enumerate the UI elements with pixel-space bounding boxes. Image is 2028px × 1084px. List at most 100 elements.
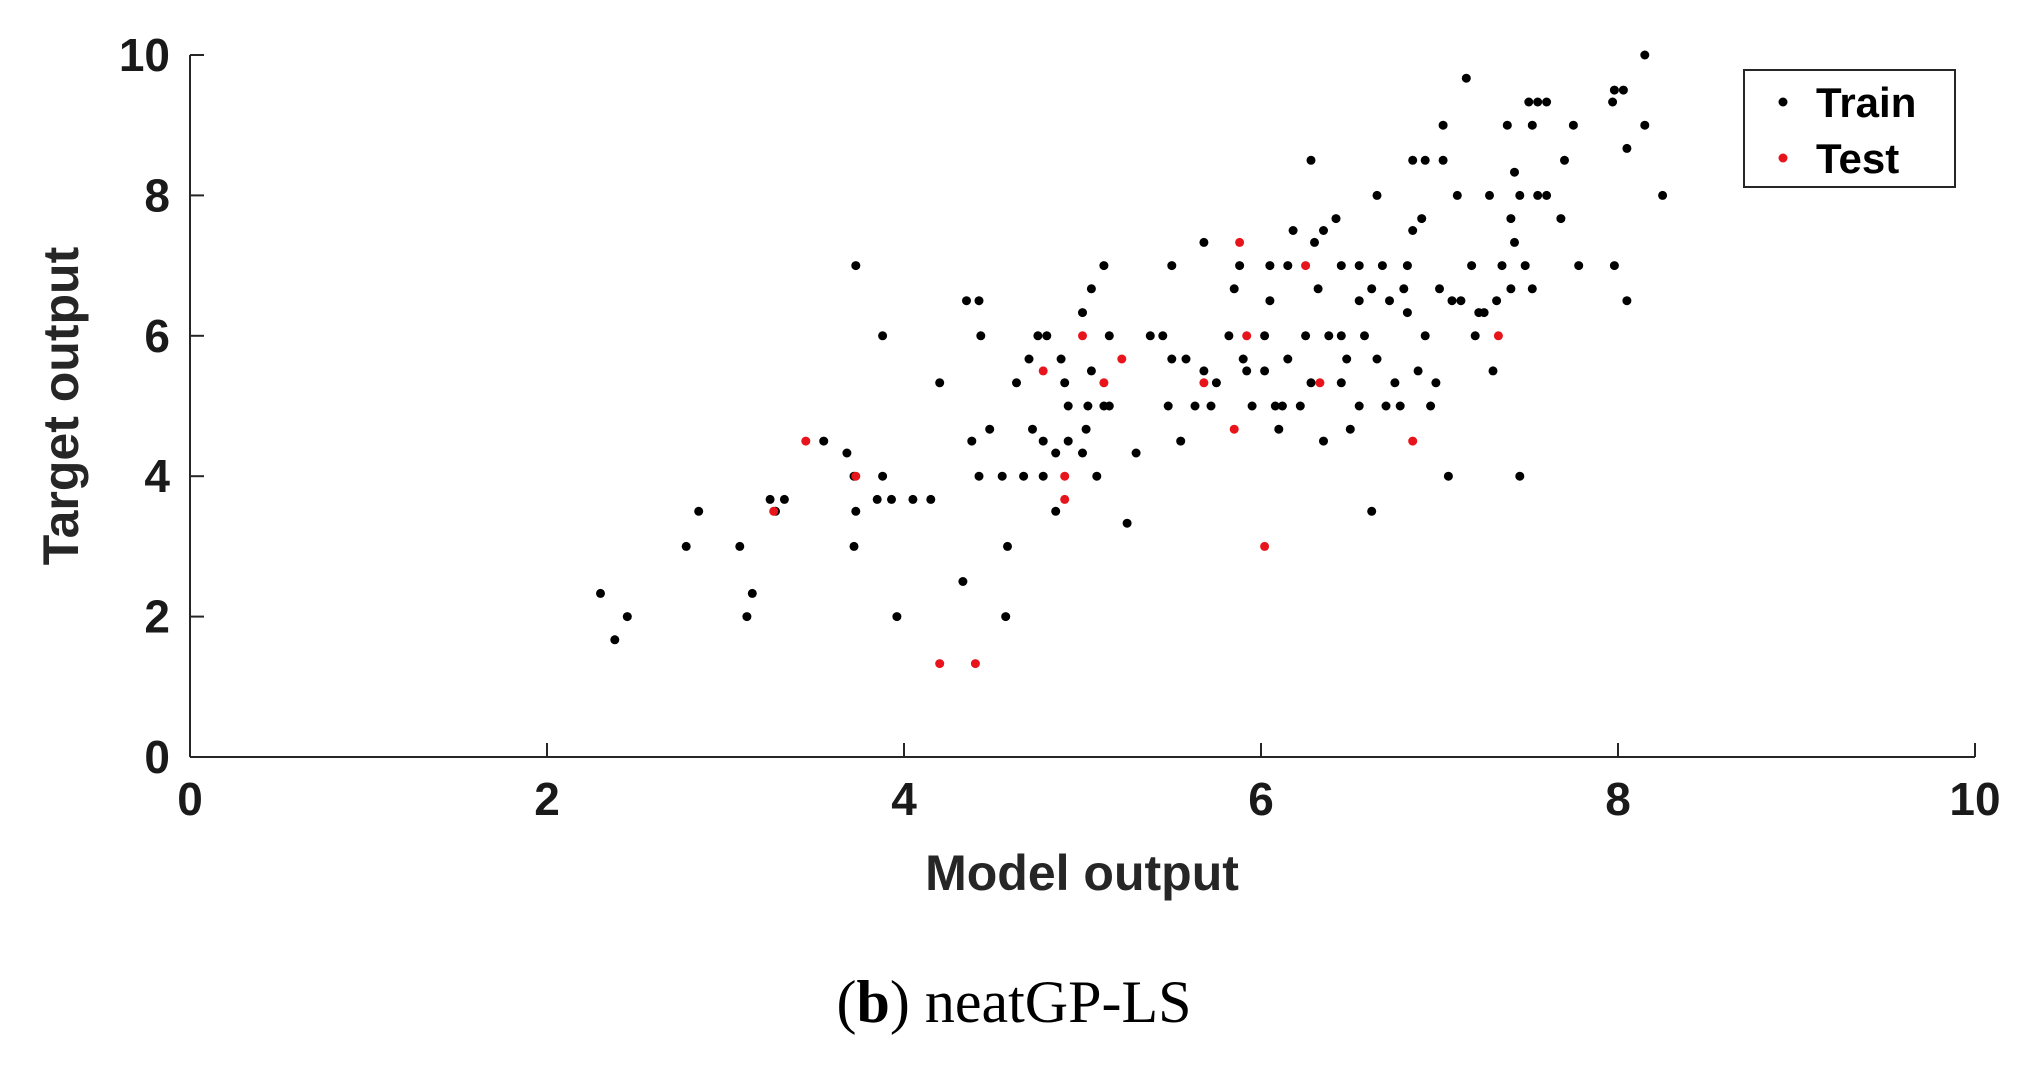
data-point-train bbox=[779, 494, 789, 504]
x-tick-label: 8 bbox=[1605, 773, 1631, 825]
x-tick-label: 4 bbox=[891, 773, 917, 825]
data-point-train bbox=[1078, 448, 1087, 458]
data-point-train bbox=[1092, 471, 1102, 481]
data-point-test bbox=[769, 506, 779, 516]
data-point-train bbox=[1658, 190, 1668, 200]
data-point-train bbox=[1354, 296, 1364, 306]
data-point-train bbox=[1533, 190, 1543, 200]
legend-marker-train bbox=[1778, 97, 1788, 107]
data-point-train bbox=[1367, 284, 1377, 294]
data-point-train bbox=[1265, 296, 1275, 306]
data-point-train bbox=[967, 436, 977, 446]
data-point-train bbox=[1086, 366, 1096, 376]
data-point-train bbox=[1313, 284, 1323, 294]
caption-close-paren: ) bbox=[889, 969, 910, 1035]
data-point-train bbox=[926, 494, 936, 504]
data-point-train bbox=[1242, 366, 1252, 376]
series-test bbox=[769, 237, 1503, 669]
data-point-train bbox=[1574, 261, 1584, 271]
data-point-train bbox=[1247, 401, 1257, 411]
data-point-train bbox=[1488, 366, 1498, 376]
data-point-train bbox=[819, 436, 829, 446]
data-point-train bbox=[1038, 436, 1048, 446]
y-tick-label: 6 bbox=[144, 310, 170, 362]
data-point-test bbox=[935, 659, 945, 669]
data-point-train bbox=[1390, 378, 1400, 388]
caption-open-paren: ( bbox=[836, 969, 857, 1035]
x-ticks: 0 2 4 6 8 10 bbox=[177, 743, 2001, 825]
data-point-train bbox=[878, 331, 888, 341]
data-point-train bbox=[1408, 155, 1418, 165]
data-point-train bbox=[1260, 366, 1270, 376]
data-point-train bbox=[1515, 190, 1525, 200]
data-point-train bbox=[1104, 401, 1114, 411]
data-point-train bbox=[1274, 424, 1284, 434]
y-tick-label: 8 bbox=[144, 169, 170, 221]
data-point-train bbox=[1402, 261, 1412, 271]
data-point-train bbox=[1502, 120, 1512, 130]
data-point-train bbox=[1345, 424, 1355, 434]
data-point-train bbox=[1288, 226, 1298, 235]
data-point-train bbox=[1533, 97, 1543, 107]
data-point-train bbox=[1163, 401, 1173, 411]
data-point-train bbox=[1051, 448, 1061, 458]
data-point-train bbox=[1527, 120, 1537, 130]
data-point-test bbox=[851, 471, 861, 481]
data-point-train bbox=[892, 612, 902, 622]
data-point-train bbox=[1176, 436, 1186, 446]
data-point-train bbox=[1206, 401, 1216, 411]
data-point-train bbox=[1515, 471, 1525, 481]
data-point-train bbox=[1235, 261, 1245, 271]
data-point-train bbox=[1372, 190, 1382, 200]
data-point-train bbox=[1510, 167, 1519, 177]
data-point-train bbox=[842, 448, 852, 458]
axes bbox=[189, 55, 1975, 758]
data-point-train bbox=[1372, 354, 1382, 364]
data-point-train bbox=[1408, 226, 1418, 235]
data-point-train bbox=[1556, 214, 1566, 224]
data-point-train bbox=[1181, 354, 1191, 364]
series-train bbox=[596, 50, 1668, 645]
data-point-test bbox=[1099, 378, 1109, 388]
data-point-train bbox=[1342, 354, 1352, 364]
data-point-train bbox=[1283, 354, 1293, 364]
caption-text: neatGP-LS bbox=[909, 969, 1192, 1035]
data-point-train bbox=[1224, 331, 1234, 341]
data-point-train bbox=[1520, 261, 1530, 271]
data-point-train bbox=[1609, 85, 1619, 95]
data-point-train bbox=[1524, 97, 1534, 107]
data-point-test bbox=[1301, 261, 1311, 271]
data-point-train bbox=[1336, 331, 1346, 341]
data-point-train bbox=[851, 506, 861, 516]
data-point-train bbox=[742, 612, 752, 622]
data-point-train bbox=[1461, 73, 1471, 83]
figure-caption: (b) neatGP-LS bbox=[0, 968, 2028, 1037]
data-point-train bbox=[908, 494, 918, 504]
x-tick-label: 10 bbox=[1949, 773, 2000, 825]
data-point-train bbox=[1229, 284, 1239, 294]
data-point-train bbox=[1402, 308, 1412, 318]
data-point-train bbox=[1083, 401, 1093, 411]
y-tick-label: 2 bbox=[144, 591, 170, 643]
data-point-test bbox=[1315, 378, 1325, 388]
data-point-train bbox=[1277, 401, 1287, 411]
data-point-train bbox=[1042, 331, 1052, 341]
legend: Train Test bbox=[1743, 69, 1956, 188]
data-point-train bbox=[1238, 354, 1248, 364]
data-point-train bbox=[974, 296, 984, 306]
data-point-test bbox=[1260, 541, 1270, 551]
data-point-train bbox=[872, 494, 882, 504]
data-point-train bbox=[887, 494, 896, 504]
x-tick-label: 6 bbox=[1248, 773, 1274, 825]
data-point-test bbox=[1060, 471, 1070, 481]
data-point-train bbox=[1086, 284, 1096, 294]
data-point-train bbox=[1456, 296, 1466, 306]
data-point-train bbox=[1609, 261, 1619, 271]
legend-box bbox=[1743, 69, 1956, 188]
data-point-train bbox=[1542, 190, 1552, 200]
data-point-train bbox=[1063, 436, 1073, 446]
data-point-train bbox=[1443, 471, 1453, 481]
data-point-train bbox=[1167, 261, 1177, 271]
data-point-train bbox=[1078, 308, 1087, 318]
x-axis-label: Model output bbox=[925, 845, 1239, 901]
